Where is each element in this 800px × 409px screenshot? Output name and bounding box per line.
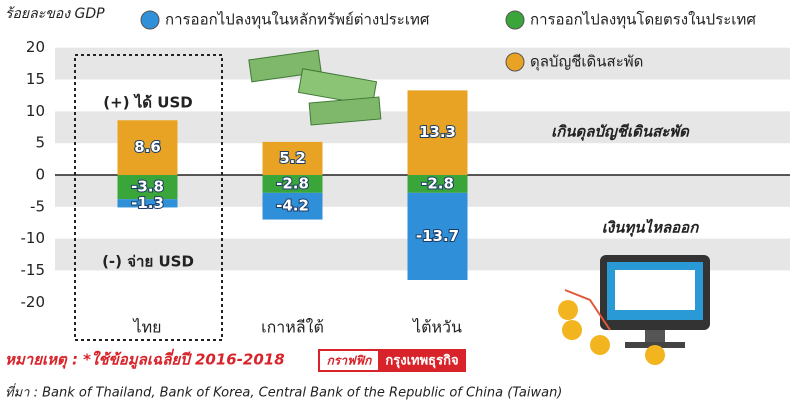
bar-segment [262,141,323,175]
y-tick-label: -10 [21,229,46,247]
y-tick-label: -5 [30,197,45,215]
source: ที่มา : Bank of Thailand, Bank of Korea,… [5,383,562,401]
credit-box-inner [320,351,378,370]
legend-label: การออกไปลงทุนในหลักทรัพย์ต่างประเทศ [165,11,430,30]
legend-label: ดุลบัญชีเดินสะพัด [530,53,643,72]
y-tick-label: 20 [26,38,45,56]
y-tick-label: 0 [35,166,45,184]
bar-segment [262,175,323,193]
legend-swatch [505,10,525,30]
y-tick-label: -20 [21,293,46,311]
value-label: -2.8 [276,174,309,192]
monitor-illustration [558,255,710,365]
value-label: 13.3 [419,123,456,141]
legend-swatch [505,52,525,72]
y-tick-label: 10 [26,102,45,120]
value-label: -1.3 [131,194,164,212]
bar-segment [117,120,178,175]
x-tick-label: ไทย [132,318,162,337]
annotation: (+) ได้ USD [103,93,192,112]
bar-segment [262,192,323,220]
legend-label: การออกไปลงทุนโดยตรงในประเทศ [530,11,756,30]
note: หมายเหตุ : *ใช้ข้อมูลเฉลี่ยปี 2016-2018 [5,349,285,370]
credit-label: กราฟฟิก [327,354,372,368]
bar-segment [407,90,468,175]
credit-brand: กรุงเทพธุรกิจ [385,354,458,369]
y-tick-label: 5 [35,134,45,152]
bar-segment [117,199,178,208]
value-label: -2.8 [421,174,454,192]
bar-segment [117,175,178,200]
value-label: -13.7 [416,227,459,245]
value-label: -4.2 [276,197,309,215]
grid-band [55,47,790,80]
x-tick-label: ไต้หวัน [411,318,462,337]
x-tick-label: เกาหลีใต้ [261,318,324,337]
y-tick-label: -15 [21,261,46,279]
value-label: 8.6 [134,138,161,156]
y-axis-label: ร้อยละของ GDP [5,6,105,22]
annotation: เงินทุนไหลออก [602,219,699,238]
money-illustration [248,49,382,126]
annotation: เกินดุลบัญชีเดินสะพัด [551,123,690,142]
bar-segment [407,175,468,193]
legend-swatch [140,10,160,30]
highlight-box [74,54,223,341]
y-tick-label: 15 [26,70,45,88]
value-label: -3.8 [131,178,164,196]
value-label: 5.2 [279,149,306,167]
annotation: (-) จ่าย USD [102,253,194,271]
bar-segment [407,192,468,280]
